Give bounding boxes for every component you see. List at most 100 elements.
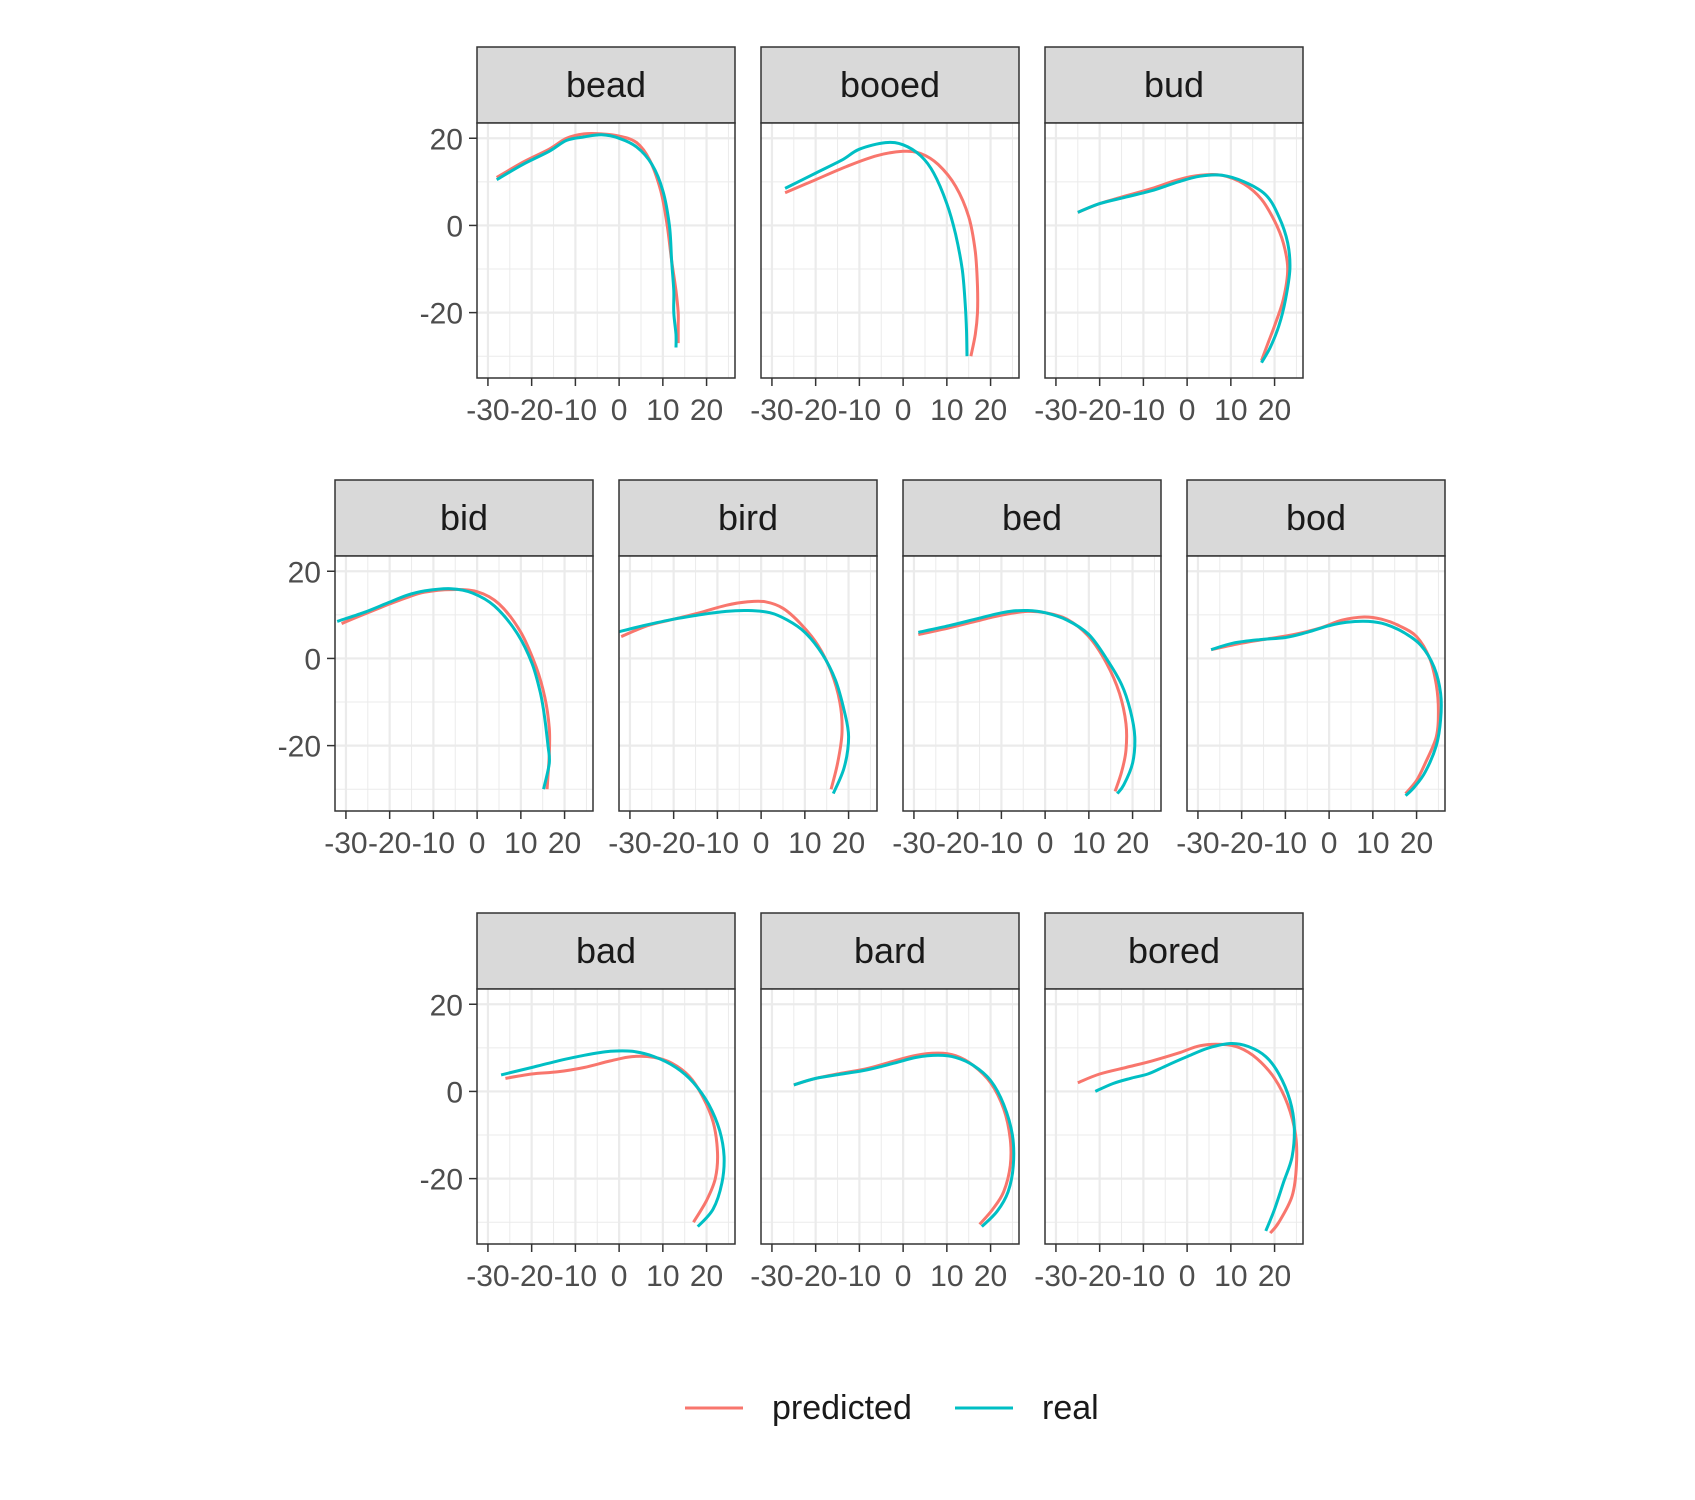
x-tick-label: -20 xyxy=(510,394,553,427)
y-tick-label: 0 xyxy=(446,1076,463,1109)
panel-border xyxy=(334,555,594,812)
series-line-predicted xyxy=(1077,173,1290,362)
x-tick-label: 20 xyxy=(1400,827,1433,860)
x-tick-label: 10 xyxy=(1072,827,1105,860)
x-tick-label: 10 xyxy=(930,1260,963,1293)
x-tick-label: -30 xyxy=(324,827,367,860)
x-tick-label: 0 xyxy=(469,827,486,860)
x-tick-label: 20 xyxy=(690,1260,723,1293)
grid xyxy=(1187,556,1445,811)
facet-booed: booed -30 -20 -10 0 10 20 xyxy=(750,46,1020,427)
series-line-predicted xyxy=(340,588,552,790)
grid xyxy=(1045,989,1303,1244)
facet-bed: bed -30 -20 -10 0 10 20 xyxy=(892,479,1162,860)
y-tick-label: 0 xyxy=(304,643,321,676)
x-tick-label: -30 xyxy=(750,394,793,427)
y-tick-label: 20 xyxy=(288,556,321,589)
facet-bud: bud -30 -20 -10 0 10 20 xyxy=(1034,46,1304,427)
panel-border xyxy=(1044,122,1304,379)
panel-border xyxy=(760,122,1020,379)
legend-label-predicted: predicted xyxy=(772,1389,912,1427)
x-tick-label: 20 xyxy=(548,827,581,860)
x-tick-label: 0 xyxy=(611,394,628,427)
x-tick-label: -30 xyxy=(750,1260,793,1293)
x-tick-label: -30 xyxy=(892,827,935,860)
x-tick-label: 10 xyxy=(788,827,821,860)
x-tick-label: -30 xyxy=(466,394,509,427)
x-tick-label: -30 xyxy=(1034,394,1077,427)
panel-border xyxy=(760,988,1020,1245)
x-tick-label: -20 xyxy=(794,1260,837,1293)
series-line-real xyxy=(917,608,1137,795)
y-tick-label: -20 xyxy=(278,731,321,764)
strip-bird xyxy=(618,479,878,557)
x-tick-label: 10 xyxy=(504,827,537,860)
x-tick-label: 20 xyxy=(1258,394,1291,427)
series-line-real xyxy=(793,1053,1016,1228)
x-tick-label: -10 xyxy=(554,1260,597,1293)
strip-label: bead xyxy=(566,64,646,105)
x-tick-label: 10 xyxy=(930,394,963,427)
x-tick-label: 20 xyxy=(974,394,1007,427)
x-tick-label: -10 xyxy=(1122,1260,1165,1293)
series-group xyxy=(1077,173,1292,364)
facet-bard: bard -30 -20 -10 0 10 20 xyxy=(750,912,1020,1293)
legend: predicted real xyxy=(685,1389,1099,1427)
series-group xyxy=(336,587,552,790)
x-tick-label: -10 xyxy=(980,827,1023,860)
x-tick-label: 0 xyxy=(1179,1260,1196,1293)
series-line-real xyxy=(500,1049,726,1228)
strip-label: bored xyxy=(1128,930,1220,971)
strip-bard xyxy=(760,912,1020,990)
x-tick-label: -30 xyxy=(608,827,651,860)
x-tick-label: -10 xyxy=(696,827,739,860)
series-group xyxy=(784,140,980,357)
y-tick-label: 0 xyxy=(446,210,463,243)
x-tick-label: -20 xyxy=(1220,827,1263,860)
strip-bod xyxy=(1186,479,1446,557)
x-tick-label: -10 xyxy=(554,394,597,427)
series-line-real xyxy=(1210,619,1443,797)
x-tick-label: 0 xyxy=(895,1260,912,1293)
legend-label-real: real xyxy=(1042,1389,1099,1427)
facet-bod: bod -30 -20 -10 0 10 20 xyxy=(1176,479,1446,860)
strip-bud xyxy=(1044,46,1304,124)
grid xyxy=(619,556,877,811)
panel-background xyxy=(619,556,877,811)
x-tick-label: 0 xyxy=(1037,827,1054,860)
strip-label: bid xyxy=(440,497,488,538)
strip-bid xyxy=(334,479,594,557)
x-tick-label: 10 xyxy=(1214,394,1247,427)
x-tick-label: -20 xyxy=(1078,394,1121,427)
x-tick-label: 0 xyxy=(611,1260,628,1293)
panel-border xyxy=(1044,988,1304,1245)
x-tick-label: 10 xyxy=(1356,827,1389,860)
panel-background xyxy=(477,989,735,1244)
series-line-real xyxy=(619,608,851,795)
x-tick-label: 20 xyxy=(832,827,865,860)
x-tick-label: 0 xyxy=(753,827,770,860)
x-tick-label: -20 xyxy=(936,827,979,860)
series-line-real xyxy=(1094,1041,1296,1232)
panel-border xyxy=(476,122,736,379)
x-tick-label: -10 xyxy=(1264,827,1307,860)
series-group xyxy=(793,1051,1016,1228)
x-tick-label: -30 xyxy=(466,1260,509,1293)
strip-label: booed xyxy=(840,64,940,105)
series-group xyxy=(619,599,851,795)
panel-background xyxy=(1187,556,1445,811)
strip-label: bird xyxy=(718,497,778,538)
series-line-real xyxy=(784,140,969,357)
x-tick-label: 20 xyxy=(690,394,723,427)
x-tick-label: -30 xyxy=(1176,827,1219,860)
x-tick-label: 20 xyxy=(974,1260,1007,1293)
x-tick-label: -30 xyxy=(1034,1260,1077,1293)
strip-bead xyxy=(476,46,736,124)
series-line-real xyxy=(495,133,678,348)
grid xyxy=(477,123,735,378)
series-line-predicted xyxy=(1077,1042,1299,1235)
x-tick-label: -10 xyxy=(838,1260,881,1293)
